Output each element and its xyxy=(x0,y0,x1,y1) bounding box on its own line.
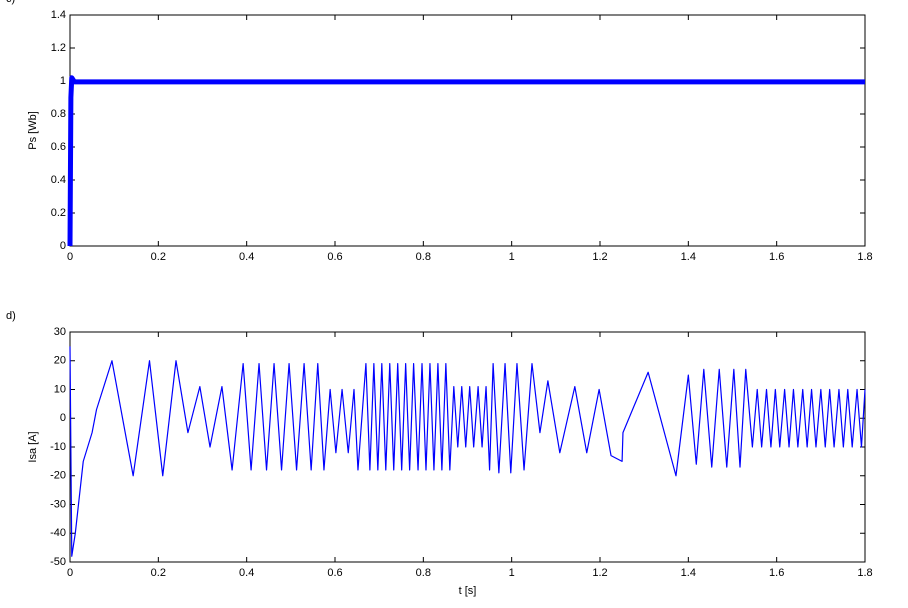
y-tick-label: -10 xyxy=(50,441,66,453)
x-tick-label: 0.6 xyxy=(327,251,342,263)
plot-area xyxy=(69,331,866,563)
y-tick-label: 1 xyxy=(60,75,66,87)
y-tick-label: 0.2 xyxy=(51,207,66,219)
plot-area xyxy=(69,14,866,247)
y-tick-label: 0.6 xyxy=(51,141,66,153)
y-tick-label: -50 xyxy=(50,556,66,568)
signal-line xyxy=(69,346,866,557)
x-tick-label: 0.2 xyxy=(151,251,166,263)
x-tick-label: 1 xyxy=(509,567,515,579)
y-axis-label: Ps [Wb] xyxy=(27,111,39,150)
y-tick-label: 0 xyxy=(60,240,66,252)
x-tick-label: 1.2 xyxy=(592,251,607,263)
y-tick-label: -30 xyxy=(50,498,66,510)
y-tick-label: 30 xyxy=(54,326,66,338)
x-tick-label: 1.6 xyxy=(769,567,784,579)
x-tick-label: 0.4 xyxy=(239,251,254,263)
x-tick-label: 1.2 xyxy=(592,567,607,579)
y-axis-label: Isa [A] xyxy=(27,431,39,462)
signal-line xyxy=(67,75,865,247)
y-tick-label: -40 xyxy=(50,527,66,539)
y-tick-label: 10 xyxy=(54,383,66,395)
y-tick-label: 0 xyxy=(60,412,66,424)
subplot-label: d) xyxy=(6,310,16,322)
x-tick-label: 0 xyxy=(67,567,73,579)
y-tick-label: 1.2 xyxy=(51,42,66,54)
subplot-label: c) xyxy=(6,0,15,5)
x-axis-label: t [s] xyxy=(459,585,477,597)
x-tick-label: 1 xyxy=(509,251,515,263)
x-tick-label: 1.6 xyxy=(769,251,784,263)
x-tick-label: 0.8 xyxy=(416,567,431,579)
x-tick-label: 1.8 xyxy=(857,567,872,579)
x-tick-label: 0.4 xyxy=(239,567,254,579)
x-tick-label: 1.8 xyxy=(857,251,872,263)
y-tick-label: 0.8 xyxy=(51,108,66,120)
y-tick-label: 1.4 xyxy=(51,9,66,21)
y-tick-label: -20 xyxy=(50,470,66,482)
x-tick-label: 0.2 xyxy=(151,567,166,579)
y-tick-label: 20 xyxy=(54,355,66,367)
x-tick-label: 1.4 xyxy=(681,567,696,579)
x-tick-label: 0.8 xyxy=(416,251,431,263)
x-tick-label: 1.4 xyxy=(681,251,696,263)
y-tick-label: 0.4 xyxy=(51,174,66,186)
x-tick-label: 0.6 xyxy=(327,567,342,579)
x-tick-label: 0 xyxy=(67,251,73,263)
